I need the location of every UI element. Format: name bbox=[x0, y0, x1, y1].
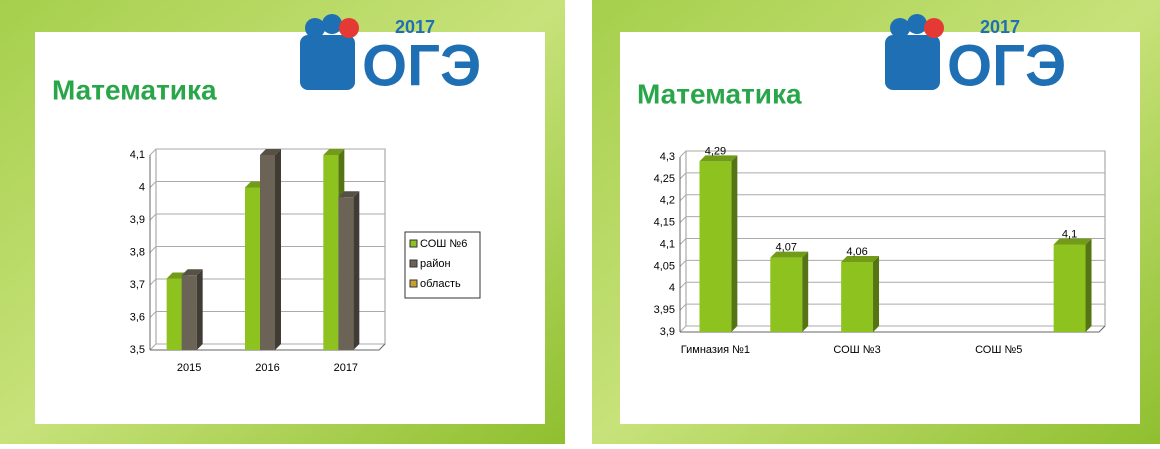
bar bbox=[770, 257, 803, 332]
bar-top bbox=[1053, 238, 1092, 245]
bar-top bbox=[841, 256, 880, 262]
y-tick-label: 3,5 bbox=[130, 344, 145, 356]
bar-side bbox=[802, 251, 809, 332]
data-label: 4,07 bbox=[776, 242, 797, 254]
grid-line bbox=[149, 148, 385, 156]
logo-head bbox=[907, 14, 927, 34]
legend-swatch bbox=[409, 259, 418, 268]
y-tick-label: 4 bbox=[669, 282, 675, 294]
bar-top bbox=[181, 269, 203, 276]
bar bbox=[323, 155, 339, 350]
x-tick-label: 2017 bbox=[334, 362, 358, 374]
bar-side bbox=[275, 149, 281, 350]
y-tick-label: 4,15 bbox=[654, 217, 675, 229]
x-tick-label: 2015 bbox=[177, 362, 201, 374]
logo-head bbox=[890, 18, 910, 38]
bar-top bbox=[338, 191, 360, 198]
legend-swatch bbox=[409, 239, 418, 248]
bar-side bbox=[731, 155, 738, 332]
bar bbox=[338, 197, 354, 350]
grid-line bbox=[679, 194, 1105, 202]
legend-label: СОШ №6 bbox=[420, 238, 467, 250]
bar-top bbox=[260, 149, 281, 155]
y-tick-label: 4,05 bbox=[654, 260, 675, 272]
logo-text: ОГЭ bbox=[947, 33, 1066, 98]
y-tick-label: 3,6 bbox=[130, 311, 145, 323]
bar-top bbox=[323, 149, 345, 155]
x-tick-label: 2016 bbox=[255, 362, 279, 374]
x-tick-label: СОШ №3 bbox=[833, 344, 880, 356]
y-tick-label: 3,8 bbox=[130, 246, 145, 258]
legend-swatch bbox=[409, 279, 418, 288]
floor bbox=[680, 325, 1106, 333]
grid-line bbox=[679, 238, 1105, 245]
bar-side bbox=[873, 256, 880, 332]
floor bbox=[150, 343, 386, 351]
logo-head bbox=[924, 18, 944, 38]
logo-text: ОГЭ bbox=[362, 33, 481, 98]
logo-figure bbox=[885, 35, 940, 90]
x-tick-label: СОШ №5 bbox=[975, 344, 1022, 356]
grid-line bbox=[679, 303, 1105, 311]
y-tick-label: 4,3 bbox=[660, 151, 675, 163]
y-tick-label: 3,7 bbox=[130, 279, 145, 291]
y-tick-label: 4,2 bbox=[660, 195, 675, 207]
bar-top bbox=[699, 155, 738, 162]
slide-title: Математика bbox=[52, 74, 217, 105]
data-label: 4,1 bbox=[1062, 228, 1077, 240]
legend-label: район bbox=[420, 258, 451, 270]
logo-head bbox=[305, 18, 325, 38]
y-tick-label: 4,1 bbox=[130, 149, 145, 161]
bar bbox=[841, 262, 874, 332]
data-label: 4,29 bbox=[705, 145, 726, 157]
y-tick-label: 4,1 bbox=[660, 238, 675, 250]
y-tick-label: 3,9 bbox=[660, 326, 675, 338]
bar bbox=[245, 187, 260, 350]
data-label: 4,06 bbox=[846, 246, 867, 258]
bar-side bbox=[353, 191, 360, 350]
grid-line bbox=[679, 325, 1105, 333]
grid-line bbox=[679, 216, 1105, 223]
bar bbox=[166, 278, 182, 350]
logo-figure bbox=[300, 35, 355, 90]
bar-side bbox=[196, 269, 203, 350]
grid-line bbox=[679, 150, 1105, 158]
grid-line bbox=[149, 278, 385, 286]
logo-head bbox=[322, 14, 342, 34]
grid-line bbox=[149, 311, 385, 318]
y-tick-label: 4,25 bbox=[654, 173, 675, 185]
logo-year: 2017 bbox=[980, 17, 1020, 37]
grid-line bbox=[149, 343, 385, 351]
bar-side bbox=[1085, 238, 1092, 332]
grid-line bbox=[679, 259, 1105, 267]
bar bbox=[699, 161, 732, 332]
bar bbox=[260, 155, 275, 350]
legend-label: область bbox=[420, 278, 461, 290]
bar bbox=[181, 275, 197, 350]
logo-head bbox=[339, 18, 359, 38]
grid-line bbox=[149, 181, 385, 188]
y-tick-label: 3,95 bbox=[654, 304, 675, 316]
y-tick-label: 4 bbox=[139, 181, 145, 193]
bar bbox=[1053, 244, 1086, 332]
y-tick-label: 3,9 bbox=[130, 214, 145, 226]
slide-title: Математика bbox=[637, 78, 802, 109]
logo-year: 2017 bbox=[395, 17, 435, 37]
grid-line bbox=[149, 246, 385, 253]
grid-line bbox=[149, 213, 385, 221]
bar-top bbox=[770, 251, 809, 258]
grid-line bbox=[679, 172, 1105, 180]
x-tick-label: Гимназия №1 bbox=[681, 344, 750, 356]
grid-line bbox=[679, 281, 1105, 289]
